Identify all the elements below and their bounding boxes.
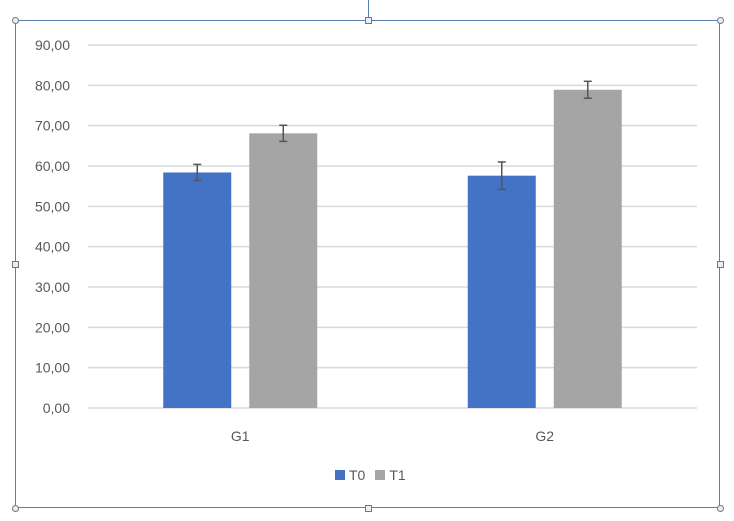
legend-label: T1	[389, 467, 406, 483]
resize-handle[interactable]	[717, 505, 724, 512]
bar-t1-g2	[553, 89, 622, 409]
legend-item-t0[interactable]: T0	[335, 467, 365, 483]
x-tick-label: G1	[231, 428, 250, 444]
y-tick-label: 80,00	[35, 77, 70, 93]
y-tick-label: 90,00	[35, 37, 70, 53]
legend-swatch	[335, 470, 345, 480]
resize-handle[interactable]	[717, 261, 724, 268]
bar-t0-g1	[163, 172, 232, 408]
y-tick-label: 50,00	[35, 198, 70, 214]
legend-swatch	[375, 470, 386, 480]
y-tick-label: 30,00	[35, 279, 70, 295]
legend[interactable]: T0 T1	[335, 467, 406, 483]
bar-t0-g2	[467, 175, 536, 408]
resize-handle[interactable]	[12, 17, 19, 24]
y-tick-label: 0,00	[43, 400, 70, 416]
bar-t1-g1	[249, 133, 318, 408]
resize-handle[interactable]	[12, 505, 19, 512]
resize-handle[interactable]	[365, 17, 372, 24]
y-tick-label: 70,00	[35, 118, 70, 134]
legend-item-t1[interactable]: T1	[375, 467, 406, 483]
resize-handle[interactable]	[365, 505, 372, 512]
resize-handle[interactable]	[12, 261, 19, 268]
y-tick-label: 20,00	[35, 319, 70, 335]
legend-label: T0	[349, 467, 366, 483]
y-tick-label: 60,00	[35, 158, 70, 174]
x-tick-label: G2	[535, 428, 554, 444]
y-tick-label: 10,00	[35, 360, 70, 376]
anchor-line	[368, 0, 369, 20]
y-tick-label: 40,00	[35, 239, 70, 255]
resize-handle[interactable]	[717, 17, 724, 24]
